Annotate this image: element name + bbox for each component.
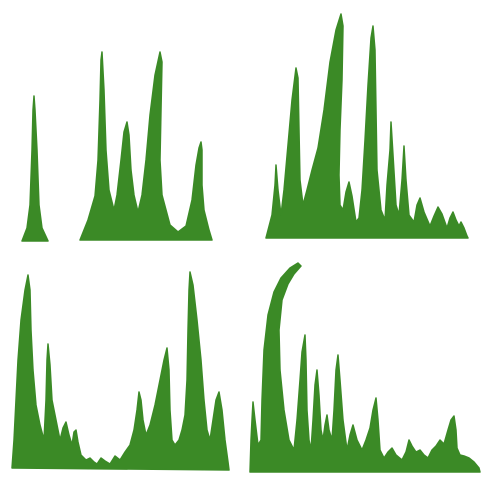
grass-cluster-1: [21, 51, 213, 242]
grass-clump: [79, 51, 213, 241]
grass-blade: [21, 95, 49, 242]
grass-cluster-2: [265, 13, 469, 239]
grass-clump: [11, 271, 230, 471]
grass-clump: [249, 262, 481, 473]
grass-clump: [265, 13, 469, 239]
grass-cluster-3: [11, 271, 230, 471]
grass-cluster-4: [249, 262, 481, 473]
